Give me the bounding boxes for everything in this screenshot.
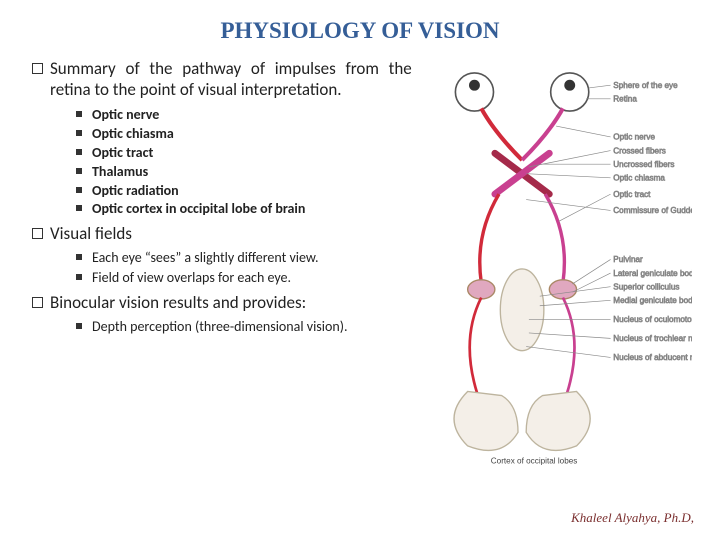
lbl-optic-nerve: Optic nerve <box>613 133 655 142</box>
thalamus-right <box>549 280 576 299</box>
eye-left-pupil <box>469 80 480 91</box>
vf-overlap: Field of view overlaps for each eye. <box>76 268 412 288</box>
pathway-list: Optic nerve Optic chiasma Optic tract Th… <box>50 106 412 219</box>
content-row: Summary of the pathway of impulses from … <box>28 58 692 471</box>
lbl-retina: Retina <box>613 95 637 104</box>
path-optic-tract: Optic tract <box>76 144 412 163</box>
main-list: Summary of the pathway of impulses from … <box>28 58 412 336</box>
item-visual-fields: Visual fields Each eye “sees” a slightly… <box>28 223 412 287</box>
lbl-oculomotor: Nucleus of oculomotor nerve <box>613 315 692 324</box>
item-summary: Summary of the pathway of impulses from … <box>28 58 412 219</box>
path-optic-nerve: Optic nerve <box>76 106 412 125</box>
eye-right <box>550 73 588 111</box>
optic-nerve-left <box>481 108 522 160</box>
path-optic-cortex: Optic cortex in occipital lobe of brain <box>76 200 412 219</box>
label-group: Sphere of the eye Retina Optic nerve Cro… <box>526 81 692 362</box>
page-title: PHYSIOLOGY OF VISION <box>28 18 692 44</box>
binocular-list: Depth perception (three-dimensional visi… <box>50 317 412 337</box>
author-signature: Khaleel Alyahya, Ph.D, <box>571 510 694 526</box>
lbl-gudden: Commissure of Gudden <box>613 206 692 215</box>
diagram-column: Sphere of the eye Retina Optic nerve Cro… <box>420 58 692 471</box>
visual-pathway-diagram: Sphere of the eye Retina Optic nerve Cro… <box>420 58 692 466</box>
path-thalamus: Thalamus <box>76 163 412 182</box>
lbl-lgn: Lateral geniculate body <box>613 269 692 278</box>
lbl-chiasma: Optic chiasma <box>613 174 665 183</box>
optic-tract-right <box>545 194 564 282</box>
vf-different-view: Each eye “sees” a slightly different vie… <box>76 248 412 268</box>
lbl-sphere: Sphere of the eye <box>613 81 678 90</box>
optic-tract-left <box>480 194 499 282</box>
brainstem <box>500 269 544 351</box>
lbl-pulvinar: Pulvinar <box>613 255 643 264</box>
slide: PHYSIOLOGY OF VISION Summary of the path… <box>0 0 720 540</box>
eye-left <box>455 73 493 111</box>
thalamus-left <box>467 280 494 299</box>
bv-depth: Depth perception (three-dimensional visi… <box>76 317 412 337</box>
occipital-lobe-right <box>526 391 590 450</box>
visual-fields-list: Each eye “sees” a slightly different vie… <box>50 248 412 287</box>
item-visual-fields-text: Visual fields <box>50 223 132 244</box>
lbl-uncrossed: Uncrossed fibers <box>613 160 674 169</box>
lbl-occipital-cortex: Cortex of occipital lobes <box>491 457 578 466</box>
item-binocular: Binocular vision results and provides: D… <box>28 292 412 337</box>
optic-radiation-left <box>469 298 481 406</box>
item-binocular-text: Binocular vision results and provides: <box>50 292 306 313</box>
lbl-trochlear: Nucleus of trochlear nerve <box>613 334 692 343</box>
occipital-lobe-left <box>454 391 518 450</box>
lbl-crossed: Crossed fibers <box>613 146 666 155</box>
eye-right-pupil <box>564 80 575 91</box>
text-column: Summary of the pathway of impulses from … <box>28 58 420 471</box>
lbl-colliculus: Superior colliculus <box>613 282 679 291</box>
lbl-mgn: Medial geniculate body <box>613 296 692 305</box>
lbl-tract: Optic tract <box>613 190 651 199</box>
optic-nerve-right <box>522 108 563 160</box>
item-summary-text: Summary of the pathway of impulses from … <box>50 58 412 100</box>
lbl-abducent: Nucleus of abducent nerve <box>613 353 692 362</box>
path-optic-chiasma: Optic chiasma <box>76 125 412 144</box>
path-optic-radiation: Optic radiation <box>76 182 412 201</box>
